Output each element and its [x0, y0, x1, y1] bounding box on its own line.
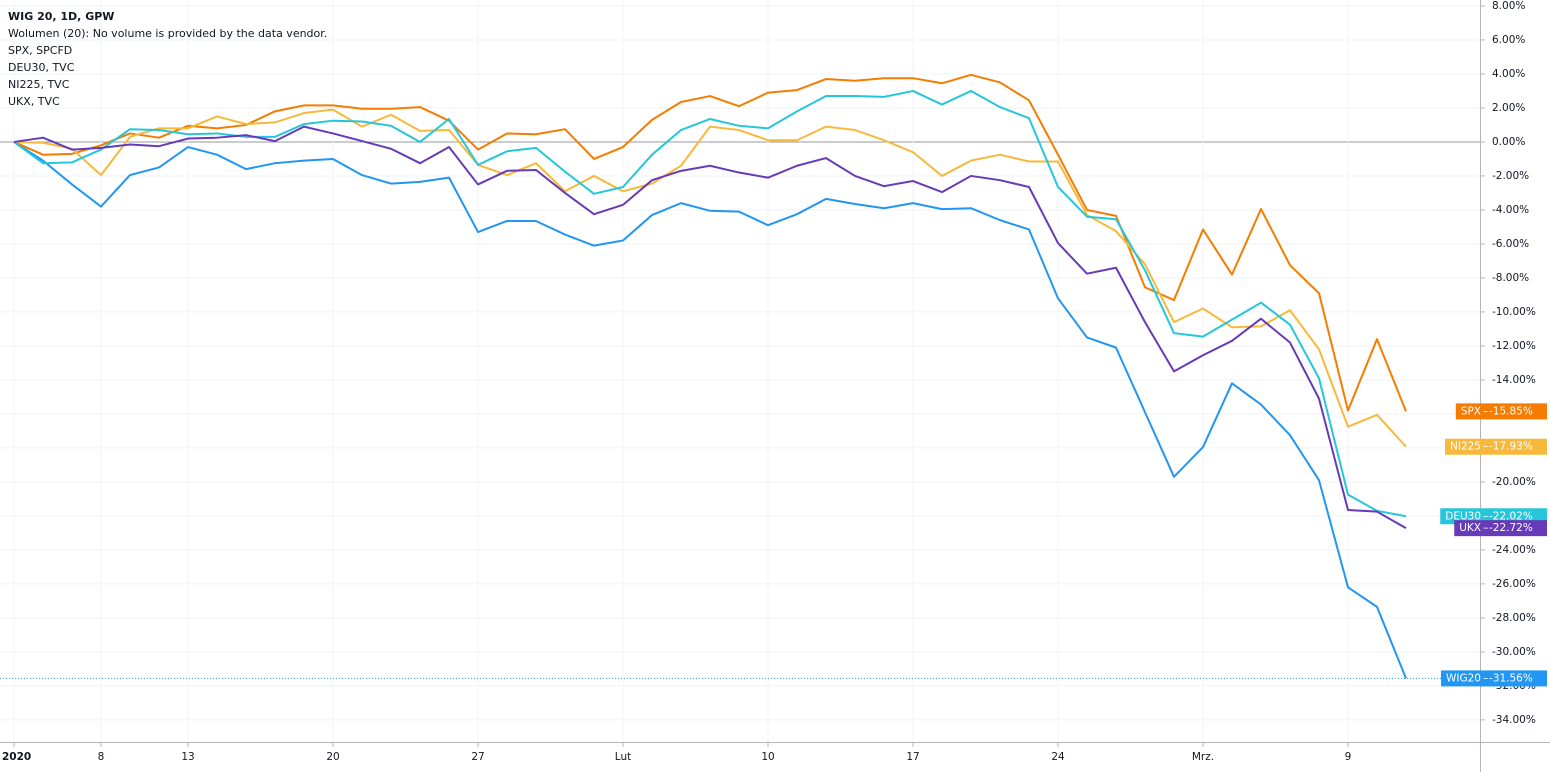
last-value-badge: [1455, 403, 1547, 420]
y-tick-label: -26.00%: [1492, 578, 1536, 590]
y-tick-label: -34.00%: [1492, 714, 1536, 726]
badge-name: UKX: [1459, 522, 1481, 534]
y-tick-label: -10.00%: [1492, 306, 1536, 318]
badge-sep: –: [1483, 405, 1488, 417]
y-tick-label: 0.00%: [1492, 136, 1525, 148]
series-line: [13, 141, 1407, 679]
series-line: [13, 125, 1407, 530]
badge-value: -17.93%: [1489, 441, 1533, 453]
badge-sep: –: [1483, 522, 1488, 534]
badge-sep: –: [1483, 510, 1488, 522]
last-value-badge: [1441, 670, 1547, 687]
badge-value: -22.02%: [1489, 510, 1533, 522]
x-tick-label: 20: [326, 751, 339, 763]
badge-name: DEU30: [1445, 510, 1481, 522]
x-tick-label: Mrz.: [1192, 751, 1214, 763]
badge-name: SPX: [1461, 405, 1481, 417]
y-tick-label: -20.00%: [1492, 476, 1536, 488]
x-tick-label: 2020: [2, 751, 31, 763]
x-tick-label: 8: [98, 751, 105, 763]
badge-name: NI225: [1450, 441, 1481, 453]
last-value-badge: [1445, 438, 1547, 455]
y-tick-label: 2.00%: [1492, 102, 1525, 114]
badge-sep: –: [1483, 441, 1488, 453]
badge-name: WIG20: [1446, 672, 1481, 684]
y-tick-label: -12.00%: [1492, 340, 1536, 352]
x-tick-label: 17: [906, 751, 919, 763]
x-tick-label: 13: [181, 751, 194, 763]
badge-sep: –: [1483, 672, 1488, 684]
legend-entry: SPX, SPCFD: [8, 44, 72, 57]
y-tick-label: -24.00%: [1492, 544, 1536, 556]
badge-value: -15.85%: [1489, 405, 1533, 417]
legend-entry: UKX, TVC: [8, 95, 60, 108]
y-tick-label: -28.00%: [1492, 612, 1536, 624]
y-tick-label: -14.00%: [1492, 374, 1536, 386]
y-tick-label: -8.00%: [1492, 272, 1529, 284]
x-tick-label: 24: [1051, 751, 1065, 763]
y-tick-label: -4.00%: [1492, 204, 1529, 216]
x-tick-label: 27: [471, 751, 484, 763]
badge-value: -22.72%: [1489, 522, 1533, 534]
legend-entry: WIG 20, 1D, GPW: [8, 10, 114, 23]
x-tick-label: 9: [1345, 751, 1352, 763]
badge-value: -31.56%: [1489, 672, 1533, 684]
last-value-badge: [1454, 520, 1547, 537]
x-tick-label: 10: [761, 751, 774, 763]
y-tick-label: -2.00%: [1492, 170, 1529, 182]
legend-entry: NI225, TVC: [8, 78, 70, 91]
legend-entry: DEU30, TVC: [8, 61, 75, 74]
y-tick-label: -30.00%: [1492, 646, 1536, 658]
series-line: [13, 89, 1407, 518]
y-tick-label: 6.00%: [1492, 34, 1525, 46]
y-tick-label: -6.00%: [1492, 238, 1529, 250]
series-line: [13, 108, 1407, 448]
legend-entry: Wolumen (20): No volume is provided by t…: [8, 27, 327, 40]
y-tick-label: 4.00%: [1492, 68, 1525, 80]
y-tick-label: 8.00%: [1492, 0, 1525, 12]
x-tick-label: Lut: [615, 751, 631, 763]
